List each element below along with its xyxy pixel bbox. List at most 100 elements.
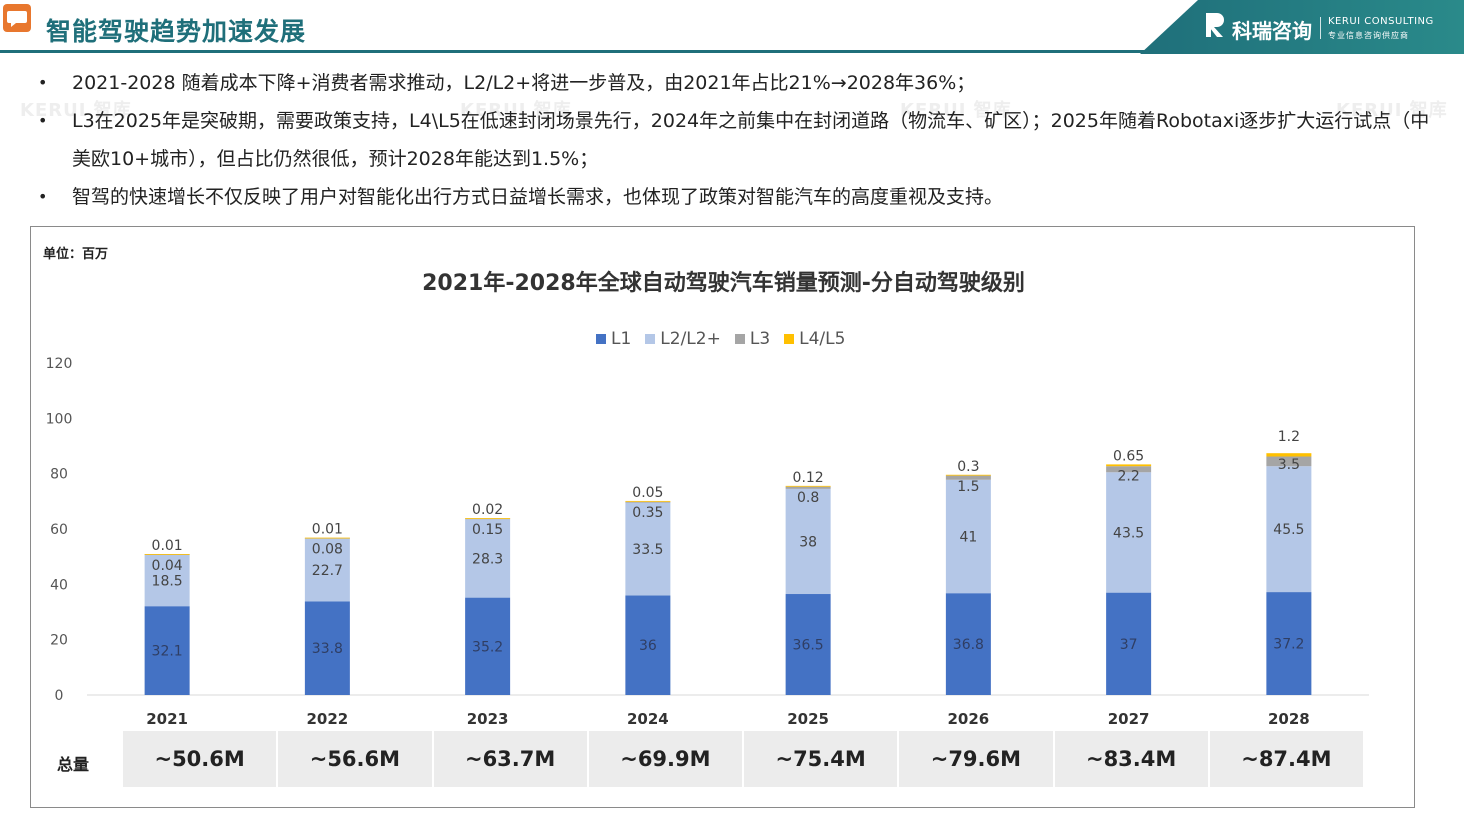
chart-unit-label: 单位：百万	[43, 247, 109, 262]
data-label-l3: 0.8	[797, 490, 819, 506]
bar-segment-l3	[625, 501, 671, 503]
bullet-item: • 智驾的快速增长不仅反映了用户对智能化出行方式日益增长需求，也体现了政策对智能汽…	[36, 178, 1436, 216]
data-label-l1: 35.2	[472, 639, 503, 655]
data-label-l1: 33.8	[312, 641, 343, 657]
bar-segment-l1	[144, 606, 190, 695]
data-label-l3: 1.5	[957, 479, 979, 495]
legend-swatch	[645, 334, 656, 344]
y-tick-label: 0	[55, 688, 64, 704]
data-label-l3: 3.5	[1278, 457, 1300, 473]
total-cell: ~69.9M	[588, 731, 742, 787]
bar-segment-l1	[625, 595, 671, 695]
bar-segment-l1	[1106, 592, 1152, 695]
data-label-l2: 45.5	[1273, 522, 1304, 538]
bar-segment-l1	[465, 597, 511, 695]
bar-segment-l4-l5	[625, 500, 671, 502]
legend-swatch	[596, 334, 606, 344]
data-label-l4-l5: 0.65	[1113, 448, 1144, 464]
bar-segment-l4-l5	[1106, 464, 1152, 467]
data-label-l3: 2.2	[1117, 468, 1139, 484]
kerui-logo-icon	[1206, 13, 1224, 37]
bar-segment-l1	[785, 594, 831, 695]
data-label-l4-l5: 0.05	[632, 485, 663, 501]
legend-item-l4-l5: L4/L5	[784, 329, 845, 349]
bullet-text: L3在2025年是突破期，需要政策支持，L4\L5在低速封闭场景先行，2024年…	[72, 110, 1430, 170]
bullet-item: • 2021-2028 随着成本下降+消费者需求推动，L2/L2+将进一步普及，由…	[36, 64, 1436, 102]
bar-segment-l2-l2-	[144, 555, 190, 607]
data-label-l1: 36.5	[793, 638, 824, 654]
total-cell: ~63.7M	[433, 731, 587, 787]
data-label-l3: 0.35	[632, 505, 663, 521]
bar-segment-l2-l2-	[945, 479, 991, 594]
bar-segment-l4-l5	[144, 554, 190, 555]
page-header: 智能驾驶趋势加速发展 科瑞咨询 KERUI CONSULTING 专业信息咨询供…	[0, 0, 1464, 54]
bullet-dot: •	[38, 111, 48, 130]
bar-segment-l1	[945, 593, 991, 695]
legend-swatch	[784, 334, 795, 344]
y-tick-label: 20	[50, 633, 68, 649]
watermark: KERUI 智库	[460, 100, 572, 121]
data-label-l1: 36.8	[953, 637, 984, 653]
data-label-l2: 18.5	[152, 574, 183, 590]
chart-container: 单位：百万 2021年-2028年全球自动驾驶汽车销量预测-分自动驾驶级别 L1…	[30, 226, 1415, 808]
total-cell: ~75.4M	[744, 731, 898, 787]
logo-separator	[1320, 17, 1321, 39]
y-tick-label: 40	[50, 577, 68, 593]
bar-segment-l4-l5	[1266, 453, 1312, 457]
bar-segment-l2-l2-	[465, 519, 511, 598]
bar-segment-l4-l5	[785, 485, 831, 487]
data-label-l2: 38	[799, 534, 817, 550]
bullet-item: • L3在2025年是突破期，需要政策支持，L4\L5在低速封闭场景先行，2024…	[36, 102, 1436, 178]
bar-segment-l2-l2-	[1106, 472, 1152, 593]
bar-segment-l3	[785, 486, 831, 489]
data-label-l1: 36	[639, 638, 657, 654]
data-label-l4-l5: 0.01	[152, 538, 183, 554]
data-label-l3: 0.04	[152, 558, 183, 574]
data-label-l1: 37	[1120, 637, 1138, 653]
bar-segment-l2-l2-	[1266, 466, 1312, 593]
logo-english-name: KERUI CONSULTING	[1328, 16, 1434, 27]
bar-segment-l1	[304, 601, 350, 695]
total-cell: ~83.4M	[1054, 731, 1208, 787]
legend-item-l1: L1	[596, 329, 631, 349]
bullet-text: 2021-2028 随着成本下降+消费者需求推动，L2/L2+将进一步普及，由2…	[72, 72, 976, 94]
totals-label: 总量	[57, 755, 90, 774]
bar-segment-l2-l2-	[304, 538, 350, 602]
watermark: KERUI 智库	[1336, 100, 1448, 121]
total-cell: ~87.4M	[1209, 731, 1363, 787]
x-tick-label: 2028	[1268, 710, 1310, 728]
y-tick-label: 80	[50, 467, 68, 483]
x-tick-label: 2023	[467, 710, 509, 728]
bar-segment-l3	[1266, 456, 1312, 467]
x-tick-label: 2021	[146, 710, 188, 728]
bar-segment-l4-l5	[465, 518, 511, 519]
bar-segment-l1	[1266, 592, 1312, 695]
data-label-l1: 32.1	[152, 644, 183, 660]
header-divider	[0, 50, 1180, 53]
data-label-l2: 43.5	[1113, 525, 1144, 541]
x-tick-label: 2027	[1108, 710, 1150, 728]
data-label-l4-l5: 0.12	[793, 470, 824, 486]
y-tick-label: 120	[46, 356, 73, 372]
bullet-text: 智驾的快速增长不仅反映了用户对智能化出行方式日益增长需求，也体现了政策对智能汽车…	[72, 186, 1004, 208]
bar-segment-l3	[1106, 466, 1152, 473]
legend-label: L3	[749, 329, 771, 349]
x-tick-label: 2026	[948, 710, 990, 728]
bullet-dot: •	[38, 73, 48, 92]
chart-title: 2021年-2028年全球自动驾驶汽车销量预测-分自动驾驶级别	[422, 271, 1025, 296]
chart-plot-area: 0 20 40 60 80 100 120 32.1 18.50.04 0.01 2021 33.8 2…	[46, 356, 1369, 728]
logo-chinese-name: 科瑞咨询	[1232, 19, 1312, 43]
legend-item-l3: L3	[734, 329, 771, 349]
bar-segment-l4-l5	[304, 537, 350, 539]
chart-legend: L1 L2/L2+ L3 L4/L5	[596, 329, 845, 349]
logo-tagline: 专业信息咨询供应商	[1328, 31, 1409, 40]
chat-bubble-icon	[3, 4, 31, 32]
total-cell: ~79.6M	[899, 731, 1053, 787]
totals-row: ~50.6M ~56.6M ~63.7M ~69.9M ~75.4M ~79.6…	[123, 731, 1363, 787]
x-tick-label: 2022	[307, 710, 349, 728]
data-label-l4-l5: 0.3	[957, 459, 979, 475]
data-label-l1: 37.2	[1273, 637, 1304, 653]
y-tick-label: 100	[46, 411, 73, 427]
bar-segment-l3	[465, 518, 511, 520]
data-label-l4-l5: 0.01	[312, 522, 343, 538]
